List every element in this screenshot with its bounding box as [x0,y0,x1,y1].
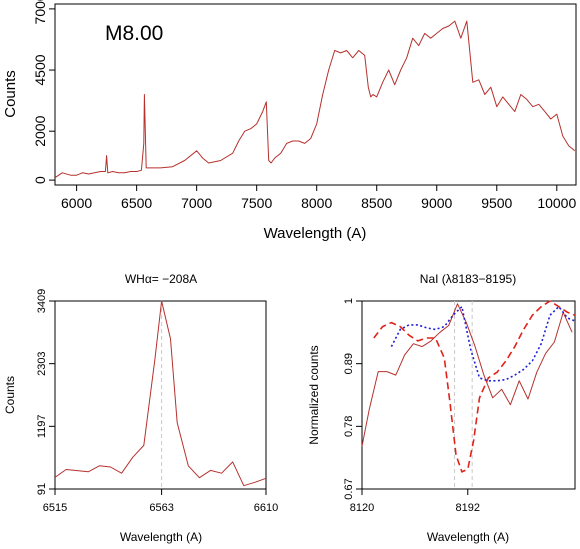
spectrum-x-ticks: 6000 6500 7000 7500 8000 8500 9000 9500 10000 [61,185,576,211]
spectrum-x-tick-label: 6500 [121,195,152,211]
nai-plot-frame [361,300,576,490]
halpha-series [54,300,267,487]
nai-y-axis-label: Normalized counts [307,345,321,444]
spectrum-y-ticks: 0 2000 4500 7000 [32,0,55,184]
nai-series-dotted-line [390,305,576,382]
spectrum-series-solid-line [54,20,576,179]
nai-series [361,300,576,473]
halpha-x-tick-label: 6515 [43,502,67,514]
spectral-type-annotation: M8.00 [105,22,163,45]
nai-y-tick-label: 0.78 [343,416,355,437]
halpha-y-tick-label: 1197 [36,415,48,439]
halpha-y-ticks: 91 1197 2303 3409 [36,289,55,495]
halpha-x-tick-label: 6610 [254,502,278,514]
nai-y-tick-label: 1 [343,298,355,304]
nai-x-ticks: 8120 8192 [350,489,480,514]
halpha-x-ticks: 6515 6563 6610 [43,489,278,514]
spectrum-x-tick-label: 8500 [361,195,392,211]
spectrum-series [54,20,576,179]
spectrum-plot-frame [54,3,577,186]
spectrum-panel: 0 2000 4500 7000 6000 6500 7000 7500 8000 8500 90… [2,0,577,242]
spectrum-x-tick-label: 8000 [301,195,332,211]
nai-x-tick-label: 8192 [456,502,480,514]
spectrum-x-axis-label: Wavelength (A) [264,225,367,242]
halpha-title: WHα= −208A [125,272,197,286]
halpha-panel: 91 1197 2303 3409 6515 6563 6610 WHα= −208A W… [3,272,278,544]
nai-series-dashed-line [373,300,576,473]
spectrum-y-tick-label: 7000 [32,0,48,24]
spectrum-y-tick-label: 0 [32,176,48,184]
nai-series-solid-line [361,303,573,447]
spectrum-y-tick-label: 4500 [32,54,48,85]
halpha-y-tick-label: 91 [36,483,48,495]
nai-x-axis-label: Wavelength (A) [427,530,509,544]
nai-title: NaI (λ8183−8195) [420,272,516,286]
spectrum-x-tick-label: 10000 [537,195,576,211]
spectrum-y-tick-label: 2000 [32,115,48,146]
nai-y-ticks: 0.67 0.78 0.89 1 [343,298,362,500]
nai-y-tick-label: 0.89 [343,353,355,374]
halpha-y-tick-label: 3409 [36,289,48,313]
nai-y-tick-label: 0.67 [343,478,355,499]
nai-x-tick-label: 8120 [350,502,374,514]
halpha-series-solid-line [54,300,267,487]
spectrum-x-tick-label: 9500 [481,195,512,211]
halpha-y-axis-label: Counts [3,376,17,414]
spectrum-x-tick-label: 9000 [421,195,452,211]
halpha-plot-frame [54,300,267,490]
spectrum-x-tick-label: 7000 [181,195,212,211]
halpha-x-tick-label: 6563 [149,502,173,514]
spectrum-x-tick-label: 6000 [61,195,92,211]
spectrum-x-tick-label: 7500 [241,195,272,211]
halpha-y-tick-label: 2303 [36,351,48,375]
halpha-x-axis-label: Wavelength (A) [120,530,202,544]
nai-markers [454,301,473,489]
nai-panel: 0.670.780.891 8120 8192 NaI (λ8183−8195) … [307,272,576,544]
spectrum-y-axis-label: Counts [2,70,19,118]
